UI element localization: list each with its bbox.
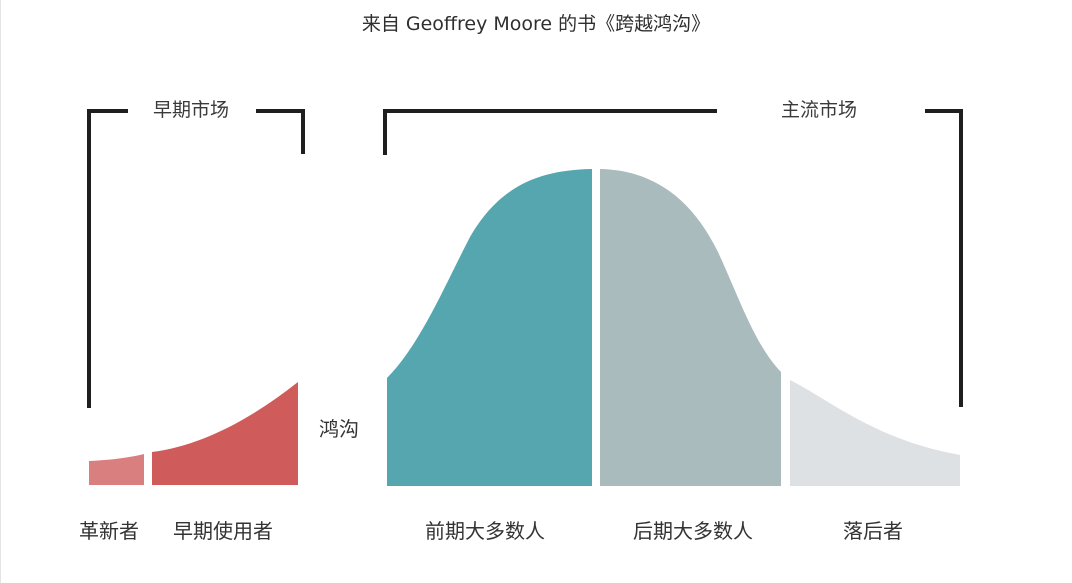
innovators-segment bbox=[89, 454, 144, 485]
early-majority-label: 前期大多数人 bbox=[425, 519, 545, 543]
page-left-border bbox=[0, 0, 1, 583]
laggards-label: 落后者 bbox=[843, 519, 903, 543]
innovators-label: 革新者 bbox=[79, 519, 139, 543]
early-adopters-label: 早期使用者 bbox=[173, 519, 273, 543]
early-market-bracket bbox=[87, 109, 305, 408]
chasm-label: 鸿沟 bbox=[319, 417, 359, 441]
late-majority-segment bbox=[600, 169, 781, 486]
early-market-label: 早期市场 bbox=[153, 99, 230, 121]
mainstream-market-bracket bbox=[383, 109, 963, 407]
early-adopters-segment bbox=[152, 382, 298, 485]
diagram-title: 来自 Geoffrey Moore 的书《跨越鸿沟》 bbox=[361, 13, 711, 35]
late-majority-label: 后期大多数人 bbox=[633, 519, 753, 543]
mainstream-market-label: 主流市场 bbox=[781, 99, 858, 121]
early-majority-segment bbox=[387, 169, 592, 486]
laggards-segment bbox=[790, 380, 960, 486]
